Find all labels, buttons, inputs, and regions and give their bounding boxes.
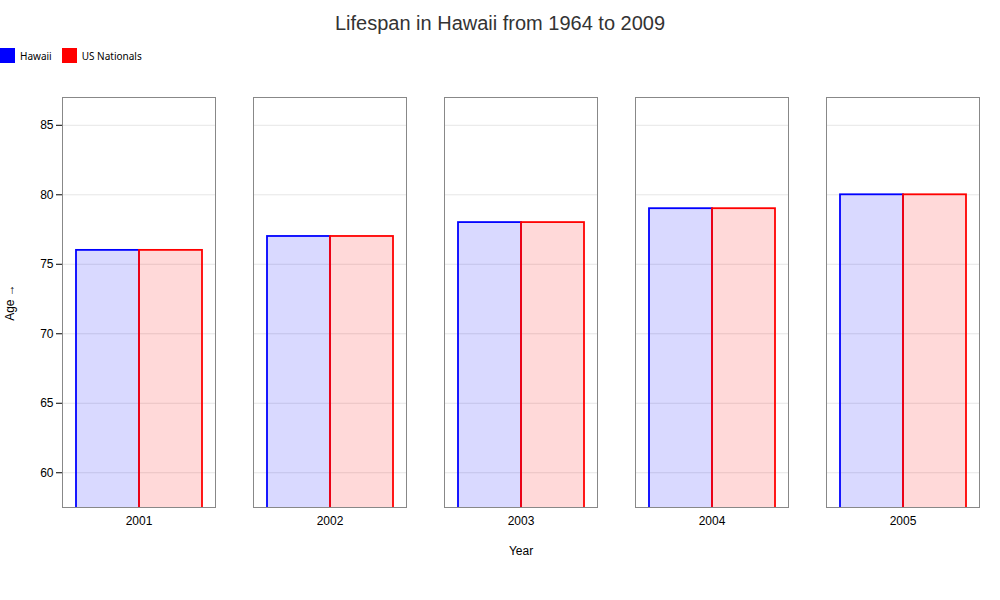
- svg-text:65: 65: [40, 396, 54, 410]
- svg-text:2002: 2002: [317, 514, 344, 528]
- svg-text:70: 70: [40, 327, 54, 341]
- svg-text:2005: 2005: [890, 514, 917, 528]
- html-text:Lifespan in Hawaii from 1964 t: Lifespan in Hawaii from 1964 to 2009: [334, 12, 666, 34]
- svg-text:2004: 2004: [699, 514, 726, 528]
- svg-text:Age →: Age →: [3, 284, 17, 321]
- svg-text:2003: 2003: [508, 514, 535, 528]
- svg-text:2001: 2001: [126, 514, 153, 528]
- svg-text:85: 85: [40, 118, 54, 132]
- svg-text:60: 60: [40, 466, 54, 480]
- html-text:US Nationals: US Nationals: [81, 48, 142, 63]
- html-text:Hawaii: Hawaii: [20, 48, 52, 63]
- svg-text:80: 80: [40, 188, 54, 202]
- svg-text:75: 75: [40, 257, 54, 271]
- svg-text:Year: Year: [509, 544, 533, 558]
